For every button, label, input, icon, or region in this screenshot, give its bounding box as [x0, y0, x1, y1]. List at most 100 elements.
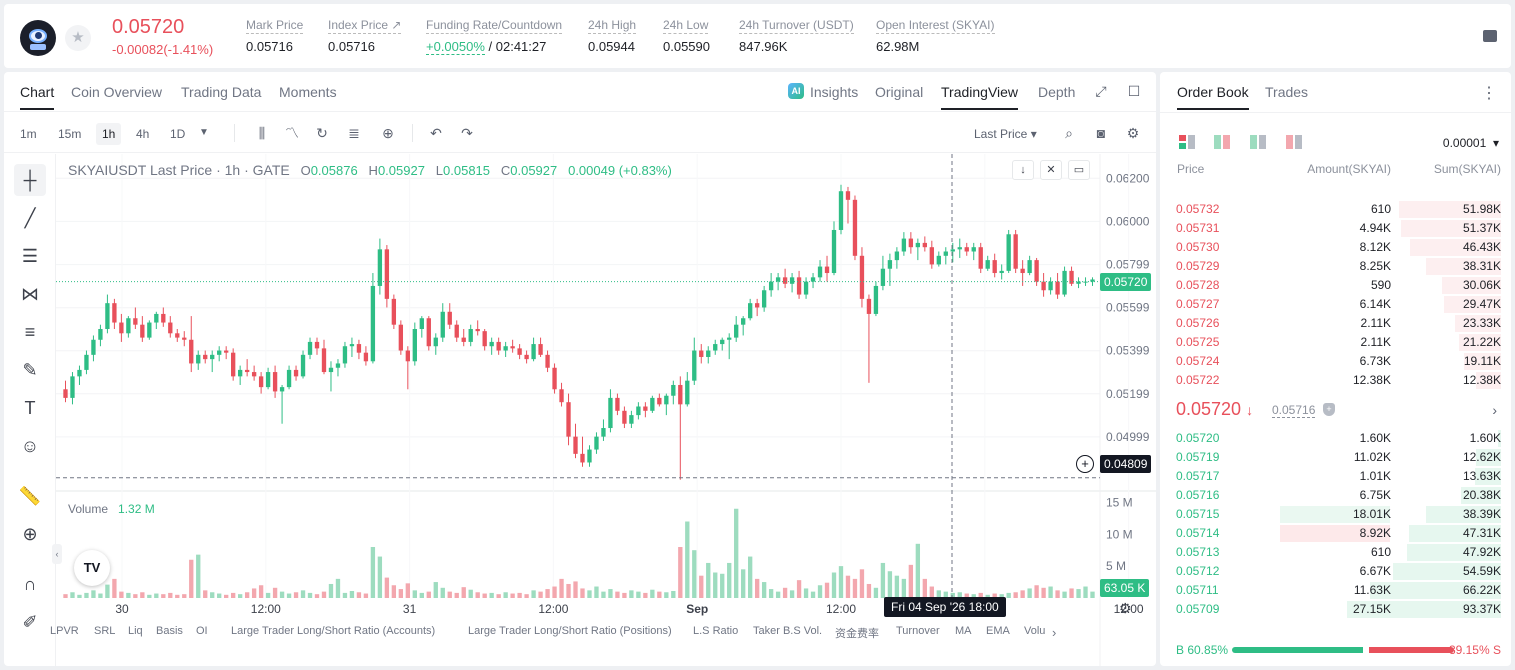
collapse-toolbar-icon[interactable]: ‹ [52, 544, 62, 564]
timeframe-1h[interactable]: 1h [96, 123, 122, 145]
expand-icon[interactable]: ⤢ [1095, 83, 1107, 99]
view-bids-icon[interactable] [1250, 135, 1266, 149]
brush-tool-icon[interactable]: ✎ [22, 360, 38, 380]
bid-row[interactable]: 0.05714 8.92K 47.31K [1160, 524, 1511, 543]
indicator-oi[interactable]: OI [196, 625, 208, 637]
ask-row[interactable]: 0.05729 8.25K 38.31K [1160, 257, 1511, 276]
gear-icon[interactable]: ⚙ [1126, 125, 1140, 141]
bid-row[interactable]: 0.05715 18.01K 38.39K [1160, 505, 1511, 524]
timeframe-4h[interactable]: 4h [136, 127, 150, 141]
ask-row[interactable]: 0.05726 2.11K 23.33K [1160, 314, 1511, 333]
price-source-select[interactable]: Last Price ▾ [974, 127, 1037, 141]
ask-row[interactable]: 0.05722 12.38K 12.38K [1160, 371, 1511, 390]
indicator-turnover[interactable]: Turnover [896, 625, 940, 637]
stat-mark-price[interactable]: Mark Price 0.05716 [246, 18, 304, 54]
trend-line-tool-icon[interactable]: ╱ [24, 208, 36, 228]
magnet-icon[interactable]: ∩ [23, 574, 37, 594]
timeframe-15m[interactable]: 15m [58, 127, 82, 141]
indicator-volume[interactable]: Volu [1024, 625, 1046, 637]
favorite-star-icon[interactable]: ★ [65, 25, 91, 51]
search-icon[interactable]: ⌕ [1065, 125, 1073, 141]
camera-icon[interactable]: ◙ [1096, 125, 1106, 141]
tab-insights[interactable]: Insights [810, 84, 859, 100]
indicator-ls-ratio[interactable]: L.S Ratio [693, 625, 739, 637]
candle-type-icon[interactable]: ⫼ [258, 125, 266, 141]
arrow-down-icon[interactable]: ↓ [1012, 160, 1034, 180]
bid-row[interactable]: 0.05717 1.01K 13.63K [1160, 467, 1511, 486]
bid-row[interactable]: 0.05719 11.02K 12.62K [1160, 448, 1511, 467]
tab-trading-data[interactable]: Trading Data [181, 84, 262, 100]
zoom-in-icon[interactable]: ⊕ [22, 524, 38, 544]
indicator-basis[interactable]: Basis [156, 625, 183, 637]
chevron-right-icon[interactable]: › [1492, 402, 1497, 418]
chevron-down-icon[interactable]: ▼ [199, 127, 209, 138]
chevron-right-icon[interactable]: › [1052, 625, 1057, 640]
ruler-tool-icon[interactable]: 📏 [18, 486, 42, 506]
ask-row[interactable]: 0.05724 6.73K 19.11K [1160, 352, 1511, 371]
horizontal-lines-tool-icon[interactable]: ☰ [21, 246, 39, 266]
tab-trades[interactable]: Trades [1265, 84, 1309, 100]
indicator-srl[interactable]: SRL [94, 625, 116, 637]
tab-depth[interactable]: Depth [1038, 84, 1076, 100]
order-sum: 29.47K [1462, 297, 1501, 311]
bid-row[interactable]: 0.05709 27.15K 93.37K [1160, 600, 1511, 619]
volume-bar [552, 586, 557, 598]
indicators-icon[interactable]: 〽 [285, 125, 299, 141]
text-tool-icon[interactable]: T [24, 398, 36, 418]
ask-row[interactable]: 0.05728 590 30.06K [1160, 276, 1511, 295]
y-tick-label: 0.05399 [1106, 344, 1150, 358]
book-icon[interactable] [1483, 30, 1497, 42]
indicator-funding-rate[interactable]: 资金费率 [835, 628, 879, 640]
volume-bar [328, 583, 334, 598]
timeframe-1m[interactable]: 1m [20, 127, 37, 141]
emoji-tool-icon[interactable]: ☺ [20, 436, 40, 456]
layout-icon[interactable]: ▭ [1068, 160, 1090, 180]
view-asks-icon[interactable] [1286, 135, 1302, 149]
crosshair-tool-icon[interactable]: ┼ [14, 164, 46, 196]
ask-row[interactable]: 0.05731 4.94K 51.37K [1160, 219, 1511, 238]
collapse-icon[interactable]: ✕ [1040, 160, 1062, 180]
ask-row[interactable]: 0.05730 8.12K 46.43K [1160, 238, 1511, 257]
indicator-trader-positions[interactable]: Large Trader Long/Short Ratio (Positions… [468, 625, 672, 637]
timeframe-1d[interactable]: 1D [170, 127, 186, 141]
chart-settings-icon[interactable]: ⚙ [1119, 600, 1132, 616]
bid-row[interactable]: 0.05720 1.60K 1.60K [1160, 429, 1511, 448]
indicator-trader-accounts[interactable]: Large Trader Long/Short Ratio (Accounts) [231, 625, 436, 637]
pattern-tool-icon[interactable]: ⋈ [21, 284, 39, 304]
indicator-liq[interactable]: Liq [128, 625, 143, 637]
precision-select[interactable]: 0.00001 ▾ [1442, 136, 1499, 150]
bid-row[interactable]: 0.05711 11.63K 66.22K [1160, 581, 1511, 600]
tab-chart[interactable]: Chart [20, 84, 55, 110]
tab-coin-overview[interactable]: Coin Overview [71, 84, 163, 100]
tradingview-logo[interactable]: TV [74, 550, 110, 586]
ask-row[interactable]: 0.05727 6.14K 29.47K [1160, 295, 1511, 314]
redo-icon[interactable]: ↷ [461, 125, 473, 141]
window-icon[interactable]: ☐ [1127, 83, 1141, 99]
tab-moments[interactable]: Moments [279, 84, 337, 100]
indicator-ema[interactable]: EMA [986, 625, 1010, 637]
indicator-taker-vol[interactable]: Taker B.S Vol. [753, 625, 823, 637]
view-both-icon[interactable] [1179, 135, 1195, 149]
stat-funding-rate[interactable]: Funding Rate/Countdown +0.0050% / 02:41:… [426, 18, 563, 55]
ask-row[interactable]: 0.05732 610 51.98K [1160, 200, 1511, 219]
replay-icon[interactable]: ↻ [316, 125, 328, 141]
more-options-icon[interactable]: ⋮ [1481, 85, 1497, 102]
fib-tool-icon[interactable]: ≡ [24, 322, 36, 342]
tab-tradingview[interactable]: TradingView [941, 84, 1019, 110]
indicator-lpvr[interactable]: LPVR [50, 625, 79, 637]
add-alert-icon[interactable]: ⊕ [382, 125, 394, 141]
view-asks-bids-icon[interactable] [1214, 135, 1230, 149]
undo-icon[interactable]: ↶ [430, 125, 442, 141]
stat-index-price[interactable]: Index Price ↗ 0.05716 [328, 18, 402, 54]
template-icon[interactable]: ≣ [348, 125, 360, 141]
bid-row[interactable]: 0.05716 6.75K 20.38K [1160, 486, 1511, 505]
candlestick-chart[interactable]: 0.06200 0.06000 0.05799 0.05599 0.05399 0.051… [56, 154, 1156, 666]
ask-row[interactable]: 0.05725 2.11K 21.22K [1160, 333, 1511, 352]
indicator-ma[interactable]: MA [955, 625, 972, 637]
bid-row[interactable]: 0.05712 6.67K 54.59K [1160, 562, 1511, 581]
add-order-icon[interactable]: + [1076, 455, 1094, 473]
bid-row[interactable]: 0.05713 610 47.92K [1160, 543, 1511, 562]
tab-order-book[interactable]: Order Book [1177, 84, 1249, 110]
tab-original[interactable]: Original [875, 84, 924, 100]
pencil-lock-icon[interactable]: ✐ [22, 612, 38, 632]
